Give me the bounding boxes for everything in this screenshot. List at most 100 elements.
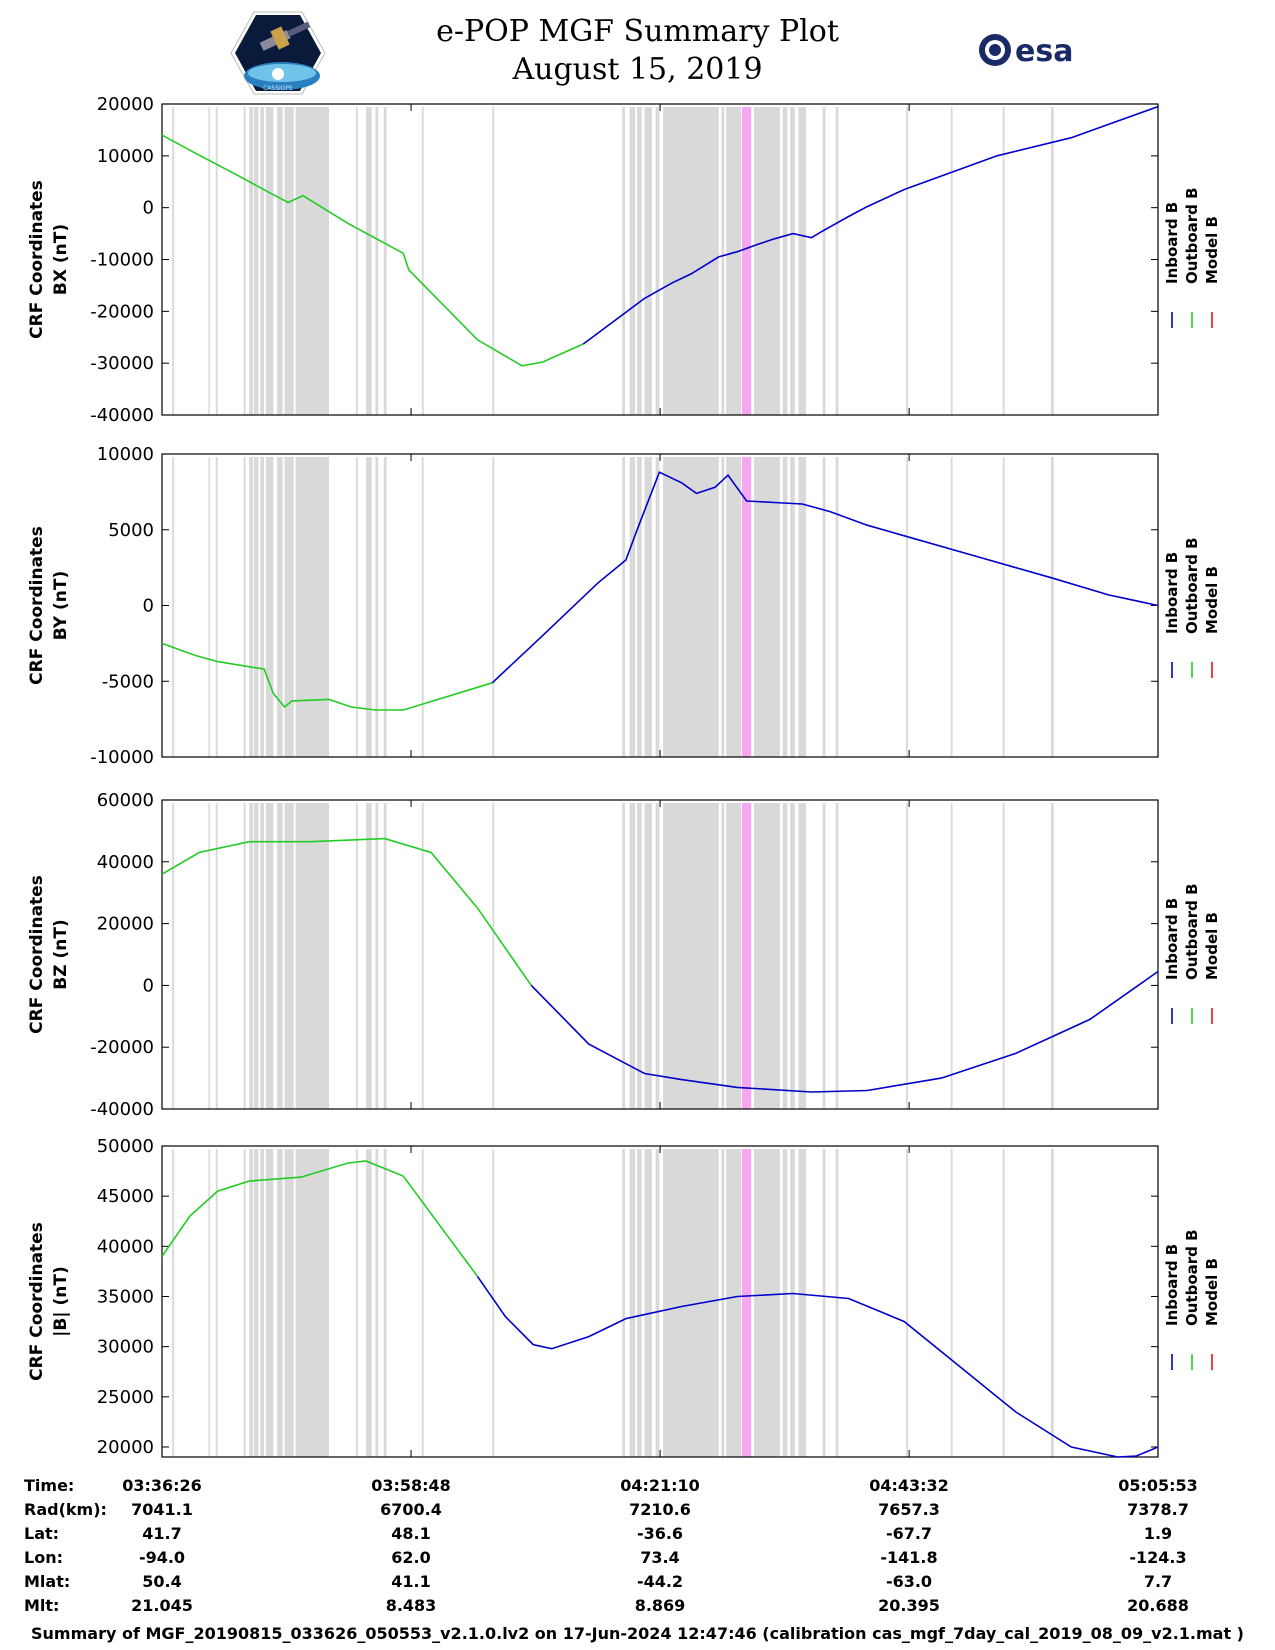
data-gap-band [284, 1149, 294, 1457]
data-gap-band [366, 1149, 372, 1457]
y-tick-label: -5000 [102, 671, 154, 692]
ephemeris-value: 7041.1 [131, 1500, 193, 1519]
data-gap-band [655, 1149, 660, 1457]
data-gap-band [782, 803, 788, 1109]
y-tick-label: 10000 [97, 444, 154, 465]
data-gap-band [637, 457, 642, 757]
cassiope-logo-text: CASSIOPE [263, 85, 293, 92]
data-gap-band [721, 457, 725, 757]
esa-logo-text: esa [1015, 34, 1073, 69]
data-gap-band [950, 457, 953, 757]
ephemeris-value: -94.0 [138, 1548, 186, 1567]
data-gap-band [655, 457, 660, 757]
data-gap-band [355, 107, 358, 415]
summary-footer: Summary of MGF_20190815_033626_050553_v2… [31, 1624, 1244, 1643]
data-gap-band [644, 803, 652, 1109]
data-gap-band [906, 803, 909, 1109]
data-gap-band [208, 803, 210, 1109]
data-gap-band [366, 457, 372, 757]
data-gap-band [375, 107, 379, 415]
ephemeris-value: 7210.6 [629, 1500, 691, 1519]
data-gap-band [906, 1149, 909, 1457]
inboard-b-line [582, 105, 1159, 345]
y-axis-label: BZ (nT) [51, 919, 71, 989]
data-gap-band [295, 803, 330, 1109]
data-gap-band [215, 457, 218, 757]
data-gap-band [172, 803, 175, 1109]
ephemeris-value: 21.045 [131, 1596, 193, 1615]
y-axis-label: BX (nT) [51, 224, 71, 295]
legend-model-b: Model B [1203, 1258, 1221, 1326]
data-gap-band [249, 1149, 253, 1457]
data-gap-band [260, 457, 265, 757]
legend-inboard-b: Inboard B [1163, 898, 1181, 980]
data-gap-band [622, 1149, 626, 1457]
ephemeris-value: 6700.4 [380, 1500, 442, 1519]
ephemeris-value: 62.0 [391, 1548, 431, 1567]
data-gap-band [265, 803, 274, 1109]
y-axis-label: |B| (nT) [51, 1266, 71, 1337]
ephemeris-value: 04:21:10 [620, 1476, 700, 1495]
data-gap-band [906, 457, 909, 757]
data-gap-band [644, 107, 652, 415]
y-tick-label: 20000 [97, 1437, 154, 1458]
ephemeris-value: -44.2 [636, 1572, 684, 1591]
data-gap-band [284, 107, 294, 415]
ephemeris-label: Mlt: [24, 1596, 60, 1615]
outboard-b-line [161, 1160, 479, 1277]
y-tick-label: 10000 [97, 146, 154, 167]
panel-4: 50000 45000 40000 35000 30000 25000 20000 CRF C… [27, 1136, 1221, 1458]
data-gap-band [790, 107, 795, 415]
data-gap-band [375, 1149, 379, 1457]
ephemeris-value: -67.7 [885, 1524, 933, 1543]
ephemeris-value: 7378.7 [1127, 1500, 1189, 1519]
inboard-b-line [476, 1275, 1159, 1458]
y-tick-label: 40000 [97, 1236, 154, 1257]
data-gap-band [790, 1149, 795, 1457]
data-gap-band [208, 107, 210, 415]
data-gap-band [284, 457, 294, 757]
data-gap-band [1050, 803, 1054, 1109]
field-panels: 20000 10000 0 -10000 -20000 -30000 -40000 CRF C… [27, 94, 1221, 1458]
data-gap-band [492, 803, 495, 1109]
panel-3: 60000 40000 20000 0 -20000 -40000 CRF Coordina… [27, 790, 1221, 1120]
ephemeris-label: Mlat: [24, 1572, 71, 1591]
data-gap-band [277, 1149, 283, 1457]
data-gap-band [726, 457, 742, 757]
legend-model-b: Model B [1203, 216, 1221, 284]
data-gap-band [208, 457, 210, 757]
legend-model-b: Model B [1203, 912, 1221, 980]
data-gap-band [265, 1149, 274, 1457]
legend-outboard-b: Outboard B [1183, 187, 1201, 284]
data-gap-band [295, 107, 330, 415]
data-gap-band [295, 1149, 330, 1457]
data-gap-band [906, 107, 909, 415]
data-gap-band [753, 1149, 780, 1457]
inboard-b-line [491, 471, 1159, 684]
ephemeris-value: 05:05:53 [1118, 1476, 1198, 1495]
data-gap-band [277, 107, 283, 415]
data-gap-band [835, 107, 839, 415]
data-gap-band [172, 457, 175, 757]
y-tick-label: 0 [143, 975, 154, 996]
data-gap-band [622, 803, 626, 1109]
data-gap-band [1002, 457, 1005, 757]
ephemeris-value: -124.3 [1129, 1548, 1187, 1567]
outboard-b-line [161, 134, 584, 367]
data-gap-band [355, 457, 358, 757]
data-gap-band [721, 803, 725, 1109]
ephemeris-value: -141.8 [880, 1548, 938, 1567]
data-gap-band [284, 803, 294, 1109]
highlight-band [741, 107, 752, 415]
data-gap-band [782, 1149, 788, 1457]
data-gap-band [243, 107, 246, 415]
ephemeris-value: 48.1 [391, 1524, 431, 1543]
data-gap-band [277, 803, 283, 1109]
y-tick-label: 60000 [97, 790, 154, 811]
data-gap-band [492, 457, 495, 757]
data-gap-band [637, 107, 642, 415]
data-gap-band [790, 457, 795, 757]
data-gap-band [663, 803, 719, 1109]
y-axis-label: BY (nT) [51, 571, 71, 641]
data-gap-band [260, 107, 265, 415]
